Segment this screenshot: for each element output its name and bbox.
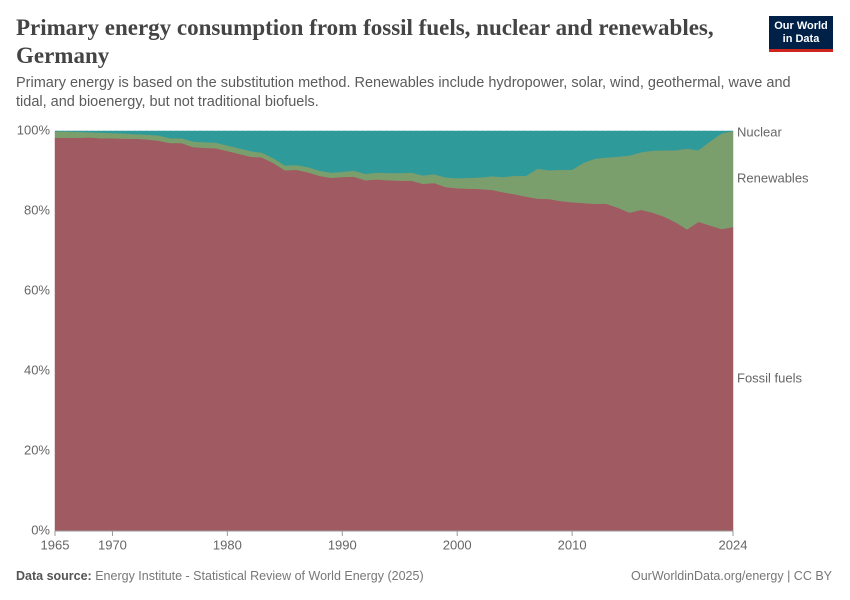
- y-tick-label: 80%: [24, 202, 50, 217]
- legend-label: Renewables: [737, 170, 809, 185]
- x-tick-label: 1990: [328, 537, 357, 552]
- x-tick-label: 2024: [719, 537, 748, 552]
- y-tick-label: 40%: [24, 362, 50, 377]
- credit[interactable]: OurWorldinData.org/energy | CC BY: [630, 569, 832, 583]
- legend-label: Fossil fuels: [737, 370, 803, 385]
- x-tick-label: 1980: [213, 537, 242, 552]
- chart-subtitle: Primary energy is based on the substitut…: [16, 75, 791, 110]
- y-tick-label: 100%: [17, 122, 51, 137]
- x-tick-label: 2010: [558, 537, 587, 552]
- logo[interactable]: Our World in Data: [769, 16, 833, 52]
- y-tick-label: 60%: [24, 282, 50, 297]
- x-tick-label: 1965: [41, 537, 70, 552]
- y-tick-label: 20%: [24, 442, 50, 457]
- x-tick-label: 1970: [98, 537, 127, 552]
- y-tick-label: 0%: [31, 522, 50, 537]
- x-tick-label: 2000: [443, 537, 472, 552]
- area: [54, 130, 734, 179]
- source-text: Energy Institute - Statistical Review of…: [95, 569, 424, 583]
- chart-title: Primary energy consumption from fossil f…: [16, 15, 714, 68]
- source-label: Data source:: [16, 569, 92, 583]
- legend-label: Nuclear: [737, 124, 782, 139]
- logo-line: in Data: [782, 33, 820, 45]
- source: Data source: Energy Institute - Statisti…: [16, 569, 424, 583]
- logo-line: Our World: [774, 20, 828, 32]
